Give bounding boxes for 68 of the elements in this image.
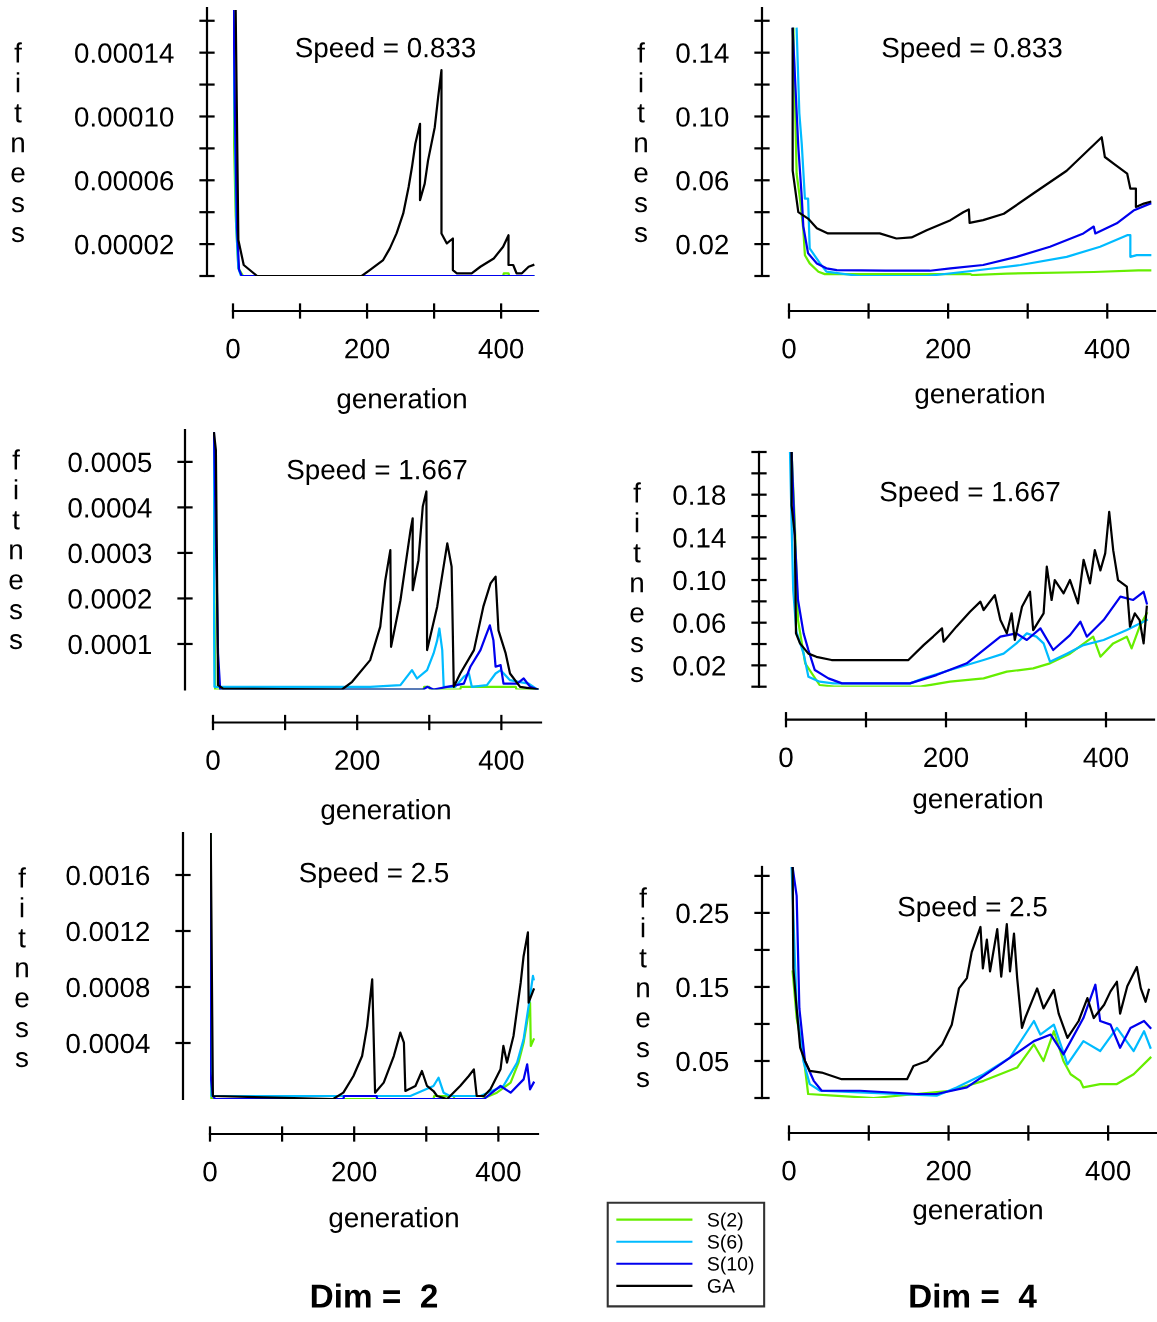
x-axis-title: generation: [337, 388, 466, 414]
y-tick-label: 0.18: [673, 485, 726, 506]
y-tick-label: 0.15: [676, 977, 729, 998]
x-tick-label: 200: [335, 750, 380, 770]
y-tick-label: 0.06: [673, 613, 726, 634]
y-tick-label: 0.25: [676, 903, 729, 924]
x-tick-label: 400: [478, 338, 524, 359]
y-tick-label: 0.0012: [66, 921, 149, 942]
x-axis-title: generation: [915, 383, 1044, 409]
x-tick-label: 400: [475, 1161, 521, 1182]
x-tick-label: 0: [782, 338, 796, 359]
legend-label: S(2): [707, 1212, 743, 1231]
y-tick-label: 0.00002: [75, 234, 173, 255]
x-tick-label: 0: [203, 1161, 217, 1182]
x-tick-label: 400: [1084, 338, 1130, 359]
y-tick-label: 0.06: [676, 170, 729, 191]
x-tick-label: 0: [779, 747, 793, 768]
x-tick-label: 400: [1085, 1160, 1131, 1181]
x-axis-title: generation: [913, 788, 1042, 814]
line-series: [791, 970, 1152, 1098]
x-tick-label: 200: [926, 1160, 971, 1181]
text: Dim = 4: [910, 1283, 1037, 1308]
x-tick-label: 0: [226, 338, 240, 359]
y-tick-label: 0.10: [673, 570, 726, 591]
x-axis-title: generation: [321, 799, 450, 825]
text: Speed = 1.667: [880, 481, 1060, 507]
x-tick-label: 200: [345, 338, 390, 359]
y-tick-label: 0.00010: [75, 107, 174, 127]
legend-label: S(10): [707, 1256, 754, 1275]
y-axis-title: fitness: [630, 482, 644, 683]
y-tick-label: 0.14: [673, 528, 726, 548]
x-axis-title: generation: [913, 1199, 1042, 1225]
y-tick-label: 0.14: [676, 43, 729, 64]
y-tick-label: 0.02: [676, 234, 728, 255]
y-axis-title: fitness: [9, 449, 23, 650]
x-tick-label: 200: [926, 338, 971, 359]
y-axis-title: fitness: [634, 42, 648, 243]
y-tick-label: 0.10: [676, 107, 729, 127]
legend-label: GA: [707, 1279, 735, 1293]
y-tick-label: 0.00014: [75, 43, 174, 64]
y-tick-label: 0.02: [673, 656, 725, 676]
text: Dim = 2: [311, 1283, 438, 1308]
text: Speed = 2.5: [299, 862, 449, 888]
y-tick-label: 0.0003: [68, 543, 152, 564]
text: Speed = 2.5: [898, 896, 1047, 922]
x-tick-label: 400: [1083, 747, 1129, 768]
y-tick-label: 0.0002: [68, 589, 151, 609]
x-tick-label: 200: [332, 1161, 377, 1182]
x-tick-label: 200: [924, 747, 969, 768]
y-tick-label: 0.0001: [68, 634, 152, 655]
legend-label: S(6): [707, 1234, 743, 1253]
y-tick-label: 0.0004: [68, 498, 152, 518]
text: Speed = 0.833: [882, 37, 1062, 63]
y-tick-label: 0.0008: [66, 977, 150, 998]
x-tick-label: 400: [478, 750, 524, 770]
y-axis-title: fitness: [15, 867, 29, 1068]
text: Speed = 1.667: [287, 459, 467, 485]
y-tick-label: 0.00006: [75, 170, 174, 191]
y-tick-label: 0.05: [676, 1051, 729, 1072]
y-tick-label: 0.0005: [68, 452, 152, 473]
y-tick-label: 0.0016: [66, 865, 150, 886]
y-axis-title: fitness: [636, 887, 650, 1088]
x-tick-label: 0: [206, 750, 220, 770]
x-axis-title: generation: [329, 1207, 458, 1233]
text: Speed = 0.833: [296, 37, 476, 63]
y-tick-label: 0.0004: [66, 1033, 150, 1054]
x-tick-label: 0: [782, 1160, 796, 1181]
y-axis-title: fitness: [11, 42, 25, 243]
